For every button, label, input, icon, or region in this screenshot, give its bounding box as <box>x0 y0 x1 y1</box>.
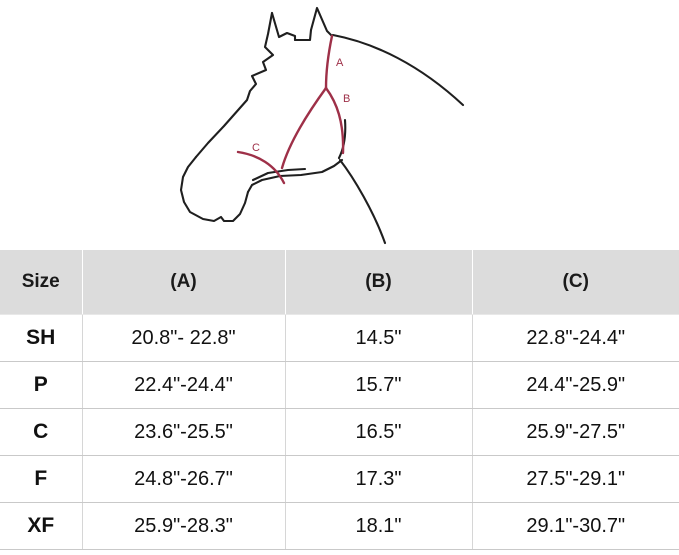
table-row: P 22.4"-24.4" 15.7" 24.4"-25.9" <box>0 361 679 409</box>
diagram-label-b: B <box>343 93 351 105</box>
cell-a: 22.4"-24.4" <box>82 361 286 409</box>
face-profile-upper <box>194 11 275 159</box>
measurement-line-a <box>324 34 334 90</box>
size-chart-table-container: Size (A) (B) (C) SH 20.8"- 22.8" 14.5" 2… <box>0 250 679 550</box>
cell-size: SH <box>0 314 83 362</box>
cell-size: F <box>0 455 83 503</box>
table-row: F 24.8"-26.7" 17.3" 27.5"-29.1" <box>0 455 679 503</box>
cell-b: 14.5" <box>285 314 473 362</box>
forelock-notch <box>293 28 313 42</box>
table-row: XF 25.9"-28.3" 18.1" 29.1"-30.7" <box>0 502 679 550</box>
cell-b: 17.3" <box>285 455 473 503</box>
cell-a: 23.6"-25.5" <box>82 408 286 456</box>
horse-head-diagram: A B C <box>0 0 679 250</box>
diagram-label-a: A <box>336 57 344 69</box>
cell-b: 16.5" <box>285 408 473 456</box>
right-ear-outline <box>309 6 334 38</box>
cell-c: 22.8"-24.4" <box>472 314 679 362</box>
cell-c: 29.1"-30.7" <box>472 502 679 550</box>
muzzle-outline <box>179 155 250 223</box>
jaw-line <box>246 158 344 194</box>
column-header-size: Size <box>0 250 83 315</box>
column-header-a: (A) <box>82 250 286 315</box>
measurement-line-c <box>236 150 286 185</box>
cell-a: 20.8"- 22.8" <box>82 314 286 362</box>
horse-outline-group <box>179 6 465 245</box>
measurement-line-b <box>324 86 345 155</box>
table-row: C 23.6"-25.5" 16.5" 25.9"-27.5" <box>0 408 679 456</box>
left-ear-outline <box>270 11 297 42</box>
crest-mane-line <box>331 33 465 107</box>
cell-size: XF <box>0 502 83 550</box>
cell-size: P <box>0 361 83 409</box>
measurement-lines-group <box>236 34 345 185</box>
throat-latch-line <box>337 118 347 160</box>
cell-c: 25.9"-27.5" <box>472 408 679 456</box>
table-body: SH 20.8"- 22.8" 14.5" 22.8"-24.4" P 22.4… <box>0 314 679 550</box>
cell-size: C <box>0 408 83 456</box>
size-chart-table: Size (A) (B) (C) SH 20.8"- 22.8" 14.5" 2… <box>0 250 679 550</box>
cell-c: 24.4"-25.9" <box>472 361 679 409</box>
cell-a: 25.9"-28.3" <box>82 502 286 550</box>
cell-b: 15.7" <box>285 361 473 409</box>
cell-c: 27.5"-29.1" <box>472 455 679 503</box>
neck-front-line <box>338 158 387 245</box>
measurement-line-cheek-diagonal <box>280 86 328 170</box>
cell-a: 24.8"-26.7" <box>82 455 286 503</box>
jaw-groove-line <box>251 167 307 182</box>
horse-head-illustration <box>179 6 465 245</box>
cell-b: 18.1" <box>285 502 473 550</box>
table-header-row: Size (A) (B) (C) <box>0 250 679 315</box>
table-header: Size (A) (B) (C) <box>0 250 679 315</box>
table-row: SH 20.8"- 22.8" 14.5" 22.8"-24.4" <box>0 314 679 362</box>
column-header-b: (B) <box>285 250 473 315</box>
column-header-c: (C) <box>472 250 679 315</box>
diagram-label-c: C <box>252 142 261 154</box>
